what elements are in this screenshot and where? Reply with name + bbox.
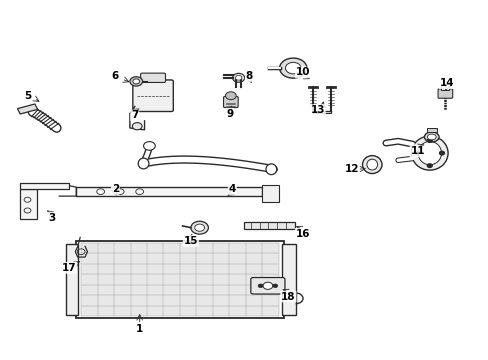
Circle shape <box>279 58 306 78</box>
Ellipse shape <box>362 156 381 174</box>
Text: 13: 13 <box>310 105 324 115</box>
Circle shape <box>133 79 140 84</box>
FancyBboxPatch shape <box>250 278 285 294</box>
Bar <box>441 84 448 90</box>
Circle shape <box>258 284 263 288</box>
Circle shape <box>143 141 155 150</box>
Text: 6: 6 <box>111 71 119 81</box>
Circle shape <box>132 123 142 130</box>
Ellipse shape <box>138 158 149 169</box>
Ellipse shape <box>265 164 276 175</box>
Ellipse shape <box>427 134 435 140</box>
Circle shape <box>414 151 419 155</box>
Circle shape <box>285 62 301 74</box>
Bar <box>261 185 278 202</box>
Ellipse shape <box>411 136 447 170</box>
Circle shape <box>194 224 204 231</box>
FancyBboxPatch shape <box>437 89 452 98</box>
Bar <box>76 187 261 196</box>
FancyBboxPatch shape <box>133 80 173 112</box>
Text: 5: 5 <box>24 91 31 101</box>
Bar <box>426 128 436 132</box>
Ellipse shape <box>417 141 441 165</box>
Circle shape <box>263 282 272 289</box>
Ellipse shape <box>232 73 244 82</box>
Text: 18: 18 <box>281 292 295 302</box>
Circle shape <box>439 151 444 155</box>
Circle shape <box>225 92 236 100</box>
Text: 17: 17 <box>61 263 76 273</box>
Text: 12: 12 <box>344 164 358 174</box>
Bar <box>76 241 283 318</box>
Text: 15: 15 <box>183 236 198 246</box>
Text: 7: 7 <box>131 111 138 121</box>
Ellipse shape <box>424 132 438 142</box>
Bar <box>243 222 294 229</box>
Text: 11: 11 <box>409 146 424 156</box>
FancyBboxPatch shape <box>223 96 238 108</box>
Circle shape <box>272 284 277 288</box>
Bar <box>20 183 69 189</box>
Text: 16: 16 <box>295 229 309 239</box>
Text: 3: 3 <box>48 213 56 222</box>
Ellipse shape <box>366 159 377 170</box>
Bar <box>20 189 37 220</box>
Circle shape <box>190 221 208 234</box>
Bar <box>65 244 78 315</box>
Circle shape <box>427 139 431 142</box>
Text: 1: 1 <box>136 324 143 334</box>
Circle shape <box>130 77 142 86</box>
Bar <box>18 104 38 114</box>
Text: 2: 2 <box>111 184 119 194</box>
Text: 8: 8 <box>245 71 252 81</box>
Text: 10: 10 <box>295 67 309 77</box>
Circle shape <box>427 164 431 167</box>
FancyBboxPatch shape <box>141 73 165 82</box>
Text: 14: 14 <box>439 78 453 88</box>
Text: 9: 9 <box>226 109 233 119</box>
Bar <box>81 243 278 316</box>
Ellipse shape <box>235 76 242 80</box>
Bar <box>282 244 295 315</box>
Text: 4: 4 <box>228 184 236 194</box>
